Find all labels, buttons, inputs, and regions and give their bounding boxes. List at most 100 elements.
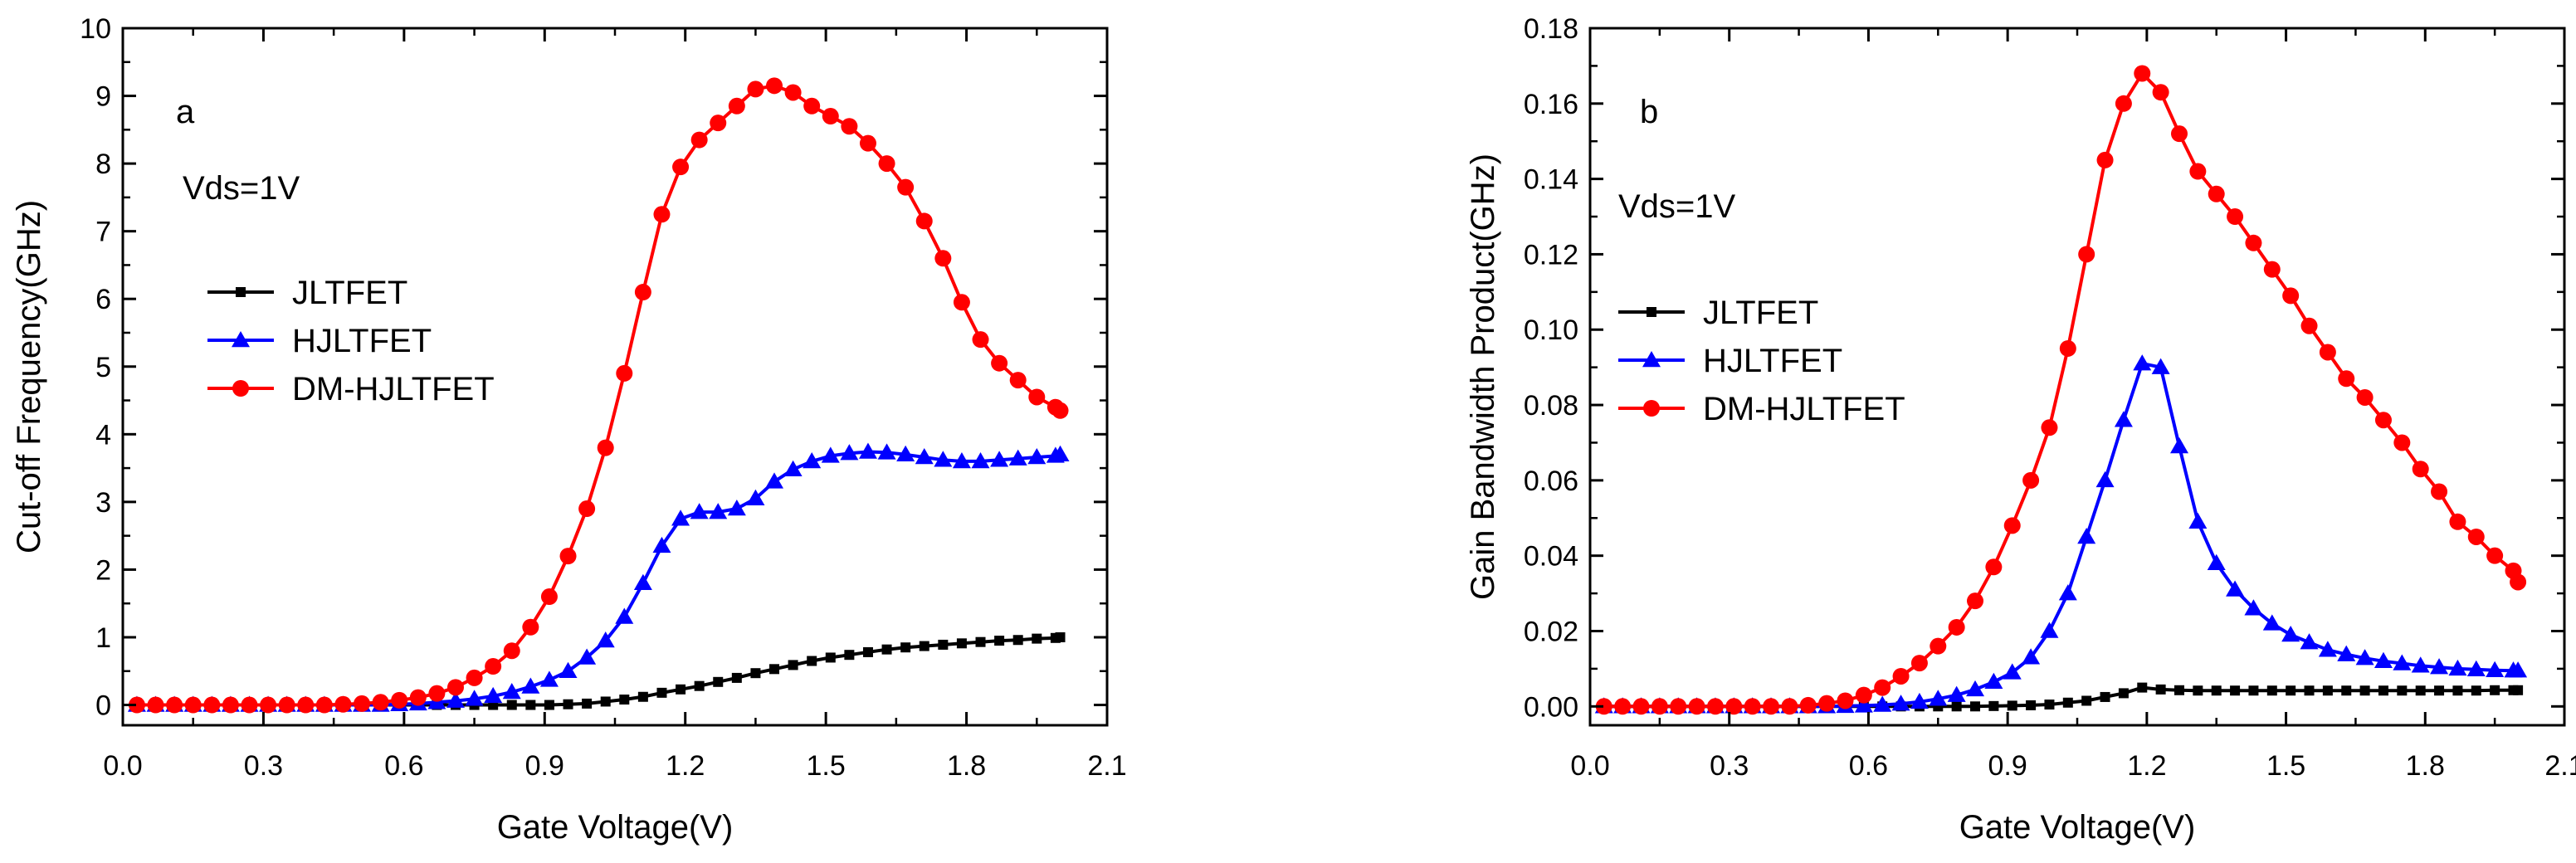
data-point [391, 691, 408, 709]
data-point [653, 206, 671, 223]
data-point [746, 489, 765, 506]
data-point [2078, 246, 2095, 263]
data-point [539, 670, 559, 687]
data-point [956, 638, 967, 649]
data-point [2100, 691, 2110, 702]
data-point [1874, 679, 1891, 696]
data-point [1967, 592, 1984, 610]
data-point [2058, 584, 2077, 601]
data-point [637, 691, 648, 702]
data-point [2208, 185, 2225, 202]
data-point [502, 683, 521, 700]
data-point [2263, 261, 2281, 278]
y-tick-label: 10 [80, 13, 111, 45]
y-tick-label: 0.06 [1524, 466, 1578, 497]
series-dm-hjltfet [1595, 65, 2527, 715]
data-point [783, 460, 803, 476]
data-point [428, 685, 446, 702]
data-point [2170, 125, 2188, 143]
x-tick-label: 0.3 [244, 750, 283, 782]
data-point [544, 700, 554, 710]
data-point [915, 212, 933, 230]
data-point [1818, 695, 1836, 712]
data-point [484, 686, 503, 704]
data-point [2115, 95, 2132, 112]
data-point [503, 642, 520, 660]
data-point [446, 691, 465, 708]
legend-swatch-marker [236, 287, 246, 297]
data-point [2378, 685, 2388, 696]
x-tick-label: 0.9 [525, 750, 564, 782]
data-point [2513, 685, 2524, 695]
data-point [938, 639, 949, 650]
data-point [694, 680, 705, 691]
data-point [521, 677, 540, 694]
data-point [821, 446, 840, 463]
data-point [1032, 633, 1042, 644]
data-point [878, 155, 895, 173]
data-point [2281, 626, 2300, 642]
data-point [466, 669, 483, 686]
data-point [897, 178, 915, 196]
data-point [616, 364, 633, 382]
data-point [409, 689, 427, 706]
data-point [465, 690, 484, 706]
data-point [633, 573, 652, 590]
data-point [372, 694, 389, 711]
data-point [2509, 661, 2528, 678]
x-tick-label: 0.6 [1849, 750, 1888, 782]
data-point [1055, 631, 1066, 642]
data-point [222, 696, 239, 714]
data-point [765, 472, 784, 489]
panel-label-b: b [1640, 94, 1658, 130]
data-point [934, 451, 953, 467]
data-point [2356, 388, 2374, 406]
data-point [2134, 65, 2151, 82]
legend-swatch-marker [232, 331, 250, 348]
y-axis-title-b: Gain Bandwidth Product(GHz) [1465, 154, 1501, 600]
data-point [578, 500, 596, 518]
data-point [975, 636, 986, 647]
data-point [2022, 471, 2040, 489]
data-point [991, 354, 1008, 372]
data-point [522, 618, 539, 636]
data-point [1763, 698, 1780, 715]
data-point [2300, 317, 2318, 334]
data-point [147, 696, 164, 714]
data-point [2415, 685, 2426, 696]
data-point [822, 108, 839, 125]
data-point [881, 644, 892, 655]
x-tick-label: 0.3 [1710, 750, 1749, 782]
data-point [334, 695, 352, 713]
data-point [2118, 688, 2129, 699]
data-point [278, 696, 295, 714]
data-point [1051, 445, 1070, 462]
data-point [2341, 685, 2352, 696]
data-point [1910, 655, 1928, 672]
data-point [2137, 682, 2148, 693]
data-point [2393, 654, 2412, 670]
data-point [2133, 354, 2152, 371]
data-point [803, 451, 822, 469]
data-point [2359, 685, 2370, 696]
data-point [2044, 700, 2055, 710]
data-point [2449, 513, 2466, 530]
data-point [1947, 685, 1966, 702]
data-point [1873, 695, 1892, 712]
data-point [634, 284, 651, 301]
y-tick-label: 0 [95, 690, 111, 722]
data-point [2452, 685, 2463, 696]
data-point [1891, 695, 1910, 711]
data-point [2510, 573, 2527, 591]
data-point [2022, 648, 2041, 665]
data-point [1614, 698, 1632, 715]
x-tick-label: 0.0 [1570, 750, 1609, 782]
data-point [2040, 622, 2059, 638]
data-point [2188, 512, 2208, 529]
data-point [2096, 151, 2114, 168]
data-point [656, 687, 667, 698]
data-point [1892, 667, 1910, 685]
data-point [727, 500, 746, 516]
chart-panel-b: 0.0 0.3 0.6 0.9 1.2 1.5 1.8 2.1 0.00 0.02 0.04 0.06… [1465, 13, 2576, 846]
